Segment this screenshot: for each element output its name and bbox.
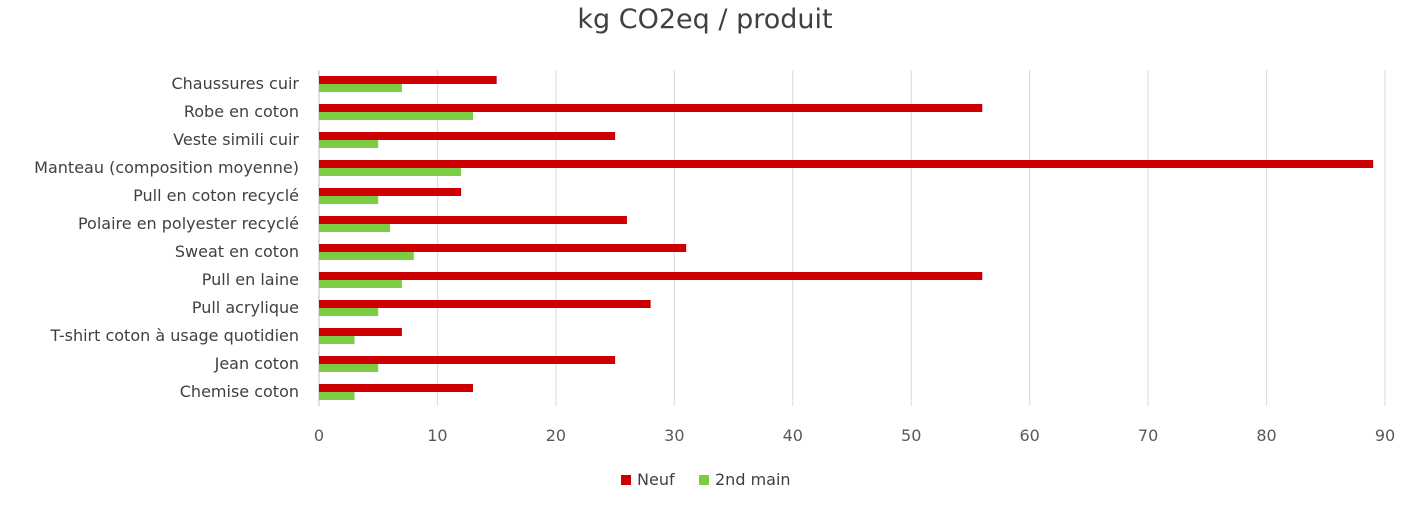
- category-label: Jean coton: [214, 354, 299, 373]
- bar-neuf: [319, 384, 473, 392]
- bar-2nd-main: [319, 168, 462, 176]
- bar-neuf: [319, 188, 462, 196]
- bar-neuf: [319, 76, 497, 84]
- x-tick-label: 70: [1138, 426, 1158, 445]
- x-tick-label: 30: [664, 426, 684, 445]
- bar-2nd-main: [319, 140, 379, 148]
- legend-swatch: [699, 475, 709, 485]
- bar-neuf: [319, 216, 627, 224]
- category-label: Chaussures cuir: [171, 74, 299, 93]
- bar-neuf: [319, 244, 687, 252]
- bar-neuf: [319, 272, 983, 280]
- bar-neuf: [319, 300, 651, 308]
- category-label: Veste simili cuir: [173, 130, 299, 149]
- bar-2nd-main: [319, 336, 355, 344]
- x-tick-label: 80: [1256, 426, 1276, 445]
- category-label: Manteau (composition moyenne): [34, 158, 299, 177]
- x-tick-label: 90: [1375, 426, 1395, 445]
- x-tick-label: 40: [783, 426, 803, 445]
- x-tick-label: 20: [546, 426, 566, 445]
- bar-neuf: [319, 328, 402, 336]
- bar-2nd-main: [319, 364, 379, 372]
- bar-2nd-main: [319, 308, 379, 316]
- category-label: Sweat en coton: [175, 242, 299, 261]
- category-label: Pull en laine: [202, 270, 299, 289]
- bar-2nd-main: [319, 84, 402, 92]
- bar-neuf: [319, 132, 616, 140]
- x-tick-label: 60: [1019, 426, 1039, 445]
- bar-neuf: [319, 356, 616, 364]
- legend-label: 2nd main: [715, 470, 791, 489]
- bar-neuf: [319, 160, 1374, 168]
- category-label: Polaire en polyester recyclé: [78, 214, 299, 233]
- bar-2nd-main: [319, 280, 402, 288]
- category-label: Chemise coton: [180, 382, 299, 401]
- legend-swatch: [621, 475, 631, 485]
- x-tick-label: 50: [901, 426, 921, 445]
- bar-neuf: [319, 104, 983, 112]
- x-tick-label: 10: [427, 426, 447, 445]
- bar-2nd-main: [319, 196, 379, 204]
- bar-2nd-main: [319, 392, 355, 400]
- category-label: Pull acrylique: [192, 298, 299, 317]
- category-label: T-shirt coton à usage quotidien: [50, 326, 299, 345]
- bar-2nd-main: [319, 224, 391, 232]
- category-label: Robe en coton: [184, 102, 299, 121]
- category-label: Pull en coton recyclé: [133, 186, 299, 205]
- chart-title: kg CO2eq / produit: [577, 4, 833, 35]
- legend-label: Neuf: [637, 470, 675, 489]
- x-tick-label: 0: [314, 426, 324, 445]
- bar-2nd-main: [319, 112, 473, 120]
- bar-2nd-main: [319, 252, 414, 260]
